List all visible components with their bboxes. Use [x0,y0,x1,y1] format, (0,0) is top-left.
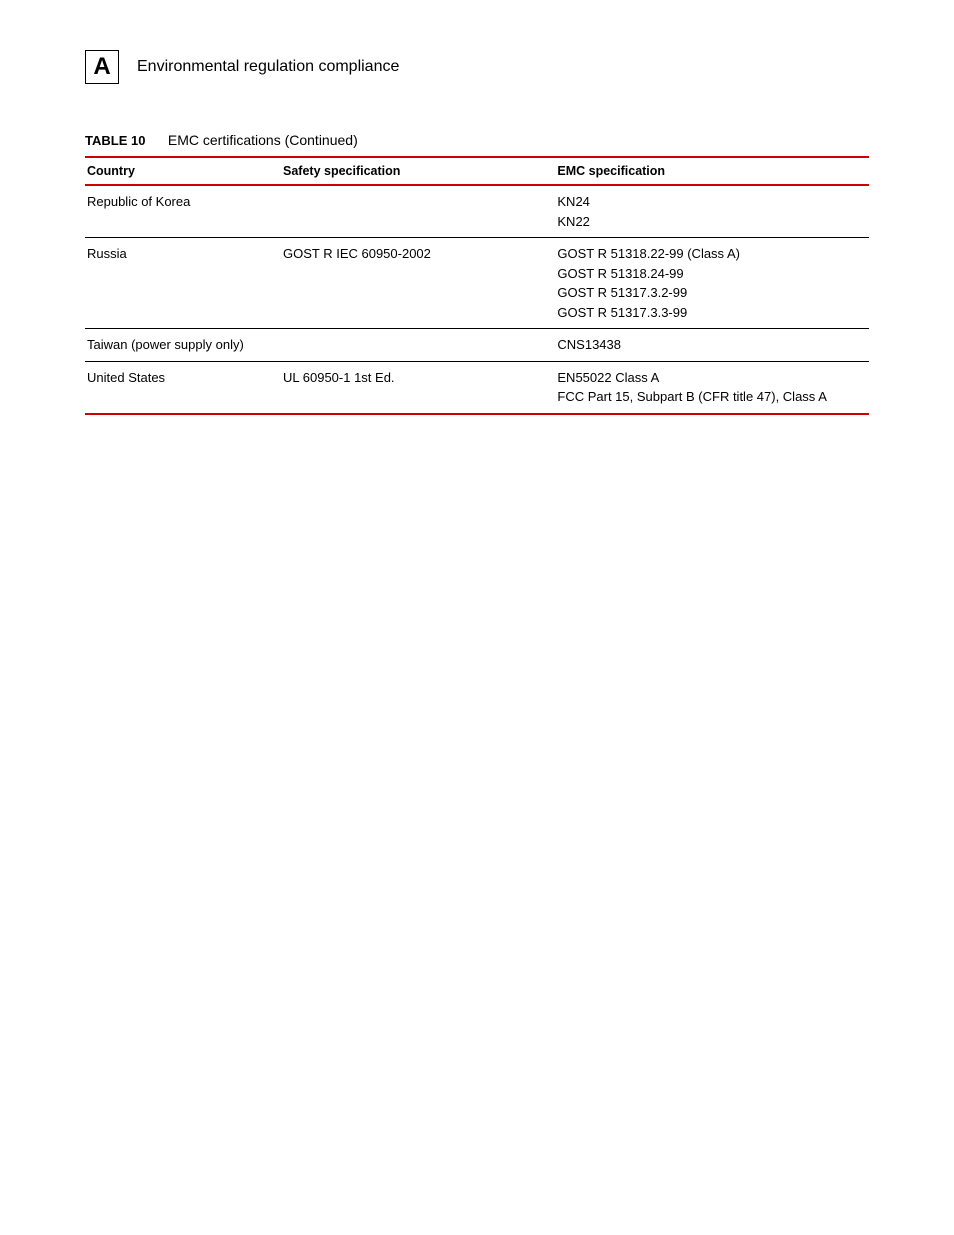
appendix-letter: A [93,53,110,81]
emc-line: EN55022 Class A [557,368,865,388]
cell-safety: GOST R IEC 60950-2002 [281,238,555,329]
page-header: A Environmental regulation compliance [85,50,869,84]
table-caption: TABLE 10 EMC certifications (Continued) [85,132,869,150]
cell-country: United States [85,361,281,414]
table-row: RussiaGOST R IEC 60950-2002GOST R 51318.… [85,238,869,329]
cell-emc: KN24KN22 [555,185,869,238]
column-header-country: Country [85,157,281,185]
table-row: Taiwan (power supply only) CNS13438 [85,329,869,362]
cell-country: Russia [85,238,281,329]
emc-line: GOST R 51317.3.3-99 [557,303,865,323]
emc-line: GOST R 51318.22-99 (Class A) [557,244,865,264]
cell-safety [281,329,555,362]
page: A Environmental regulation compliance TA… [0,0,954,1235]
cell-emc: CNS13438 [555,329,869,362]
appendix-box: A [85,50,119,84]
emc-line: FCC Part 15, Subpart B (CFR title 47), C… [557,387,865,407]
emc-certifications-table: Country Safety specification EMC specifi… [85,156,869,415]
emc-line: KN24 [557,192,865,212]
column-header-safety: Safety specification [281,157,555,185]
table-body: Republic of KoreaKN24KN22RussiaGOST R IE… [85,185,869,414]
table-label: TABLE 10 [85,133,145,148]
table-header-row: Country Safety specification EMC specifi… [85,157,869,185]
cell-country: Taiwan (power supply only) [85,329,281,362]
emc-line: GOST R 51318.24-99 [557,264,865,284]
cell-emc: GOST R 51318.22-99 (Class A)GOST R 51318… [555,238,869,329]
cell-emc: EN55022 Class AFCC Part 15, Subpart B (C… [555,361,869,414]
section-title: Environmental regulation compliance [137,58,399,76]
emc-line: CNS13438 [557,335,865,355]
cell-safety: UL 60950-1 1st Ed. [281,361,555,414]
table-title: EMC certifications (Continued) [168,132,358,148]
cell-country: Republic of Korea [85,185,281,238]
table-row: Republic of Korea KN24KN22 [85,185,869,238]
emc-line: GOST R 51317.3.2-99 [557,283,865,303]
column-header-emc: EMC specification [555,157,869,185]
emc-line: KN22 [557,212,865,232]
cell-safety [281,185,555,238]
table-row: United StatesUL 60950-1 1st Ed.EN55022 C… [85,361,869,414]
